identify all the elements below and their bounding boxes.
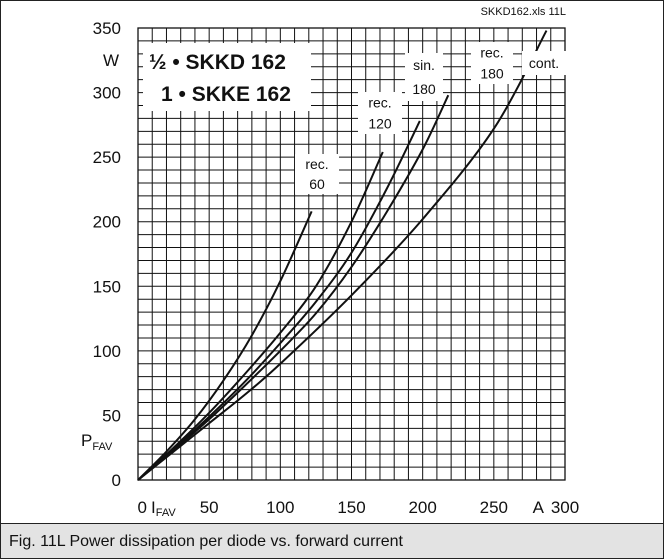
series-label-box [295, 154, 339, 194]
series-label: 180 [480, 66, 504, 82]
series-label: rec. [305, 156, 328, 172]
x-tick-label: 150 [337, 498, 365, 517]
figure-caption: Fig. 11L Power dissipation per diode vs.… [1, 523, 663, 558]
y-tick-label: 350 [93, 19, 121, 38]
y-tick-label: 100 [93, 342, 121, 361]
y-unit-label: W [103, 51, 119, 70]
title-box [143, 43, 311, 111]
file-reference: SKKD162.xls 11L [481, 6, 566, 18]
series-label: 60 [309, 176, 325, 192]
plot-border [137, 27, 566, 481]
series-label: sin. [413, 57, 435, 73]
title-line-1: ½ • SKKD 162 [149, 51, 286, 74]
series-label: rec. [480, 45, 503, 61]
series-curve [137, 94, 450, 481]
x-tick-label: 250 [480, 498, 508, 517]
y-axis-symbol: PFAV [81, 431, 113, 453]
y-tick-label: 150 [93, 277, 121, 296]
y-tick-label: 50 [102, 406, 121, 425]
x-tick-label: 300 [551, 498, 579, 517]
x-tick-label: 50 [200, 498, 219, 517]
title-line-2: 1 • SKKE 162 [161, 83, 291, 106]
series-label: 120 [368, 116, 392, 132]
x-unit-label: A [533, 498, 545, 517]
series-label-box [358, 92, 402, 134]
x-axis-symbol: IFAV [151, 498, 176, 519]
series-curve [137, 151, 384, 481]
series-label-box [405, 53, 443, 101]
y-tick-label: 200 [93, 213, 121, 232]
series-label-box [522, 51, 566, 75]
series-label-box [471, 42, 513, 84]
series-label: cont. [529, 55, 559, 71]
y-tick-label: 250 [93, 148, 121, 167]
x-tick-label: 0 [138, 498, 147, 517]
x-tick-label: 200 [408, 498, 436, 517]
x-tick-label: 100 [266, 498, 294, 517]
series-label: rec. [368, 95, 391, 111]
series-curve [137, 120, 421, 481]
series-labels: rec. 60 rec. 120 sin. 180 rec. 180 cont. [295, 42, 566, 194]
tick-labels: 0 50 100 150 200 250 300 350 50 100 150 200 250 300 0 [93, 19, 580, 517]
power-dissipation-chart: 0 50 100 150 200 250 300 350 50 100 150 200 250 3000 … [1, 1, 663, 523]
series-label: 180 [412, 81, 436, 97]
y-tick-label: 300 [93, 84, 121, 103]
series-curves [137, 30, 548, 481]
series-curve [137, 30, 548, 481]
series-curve [137, 210, 313, 481]
y-tick-label: 0 [112, 471, 121, 490]
